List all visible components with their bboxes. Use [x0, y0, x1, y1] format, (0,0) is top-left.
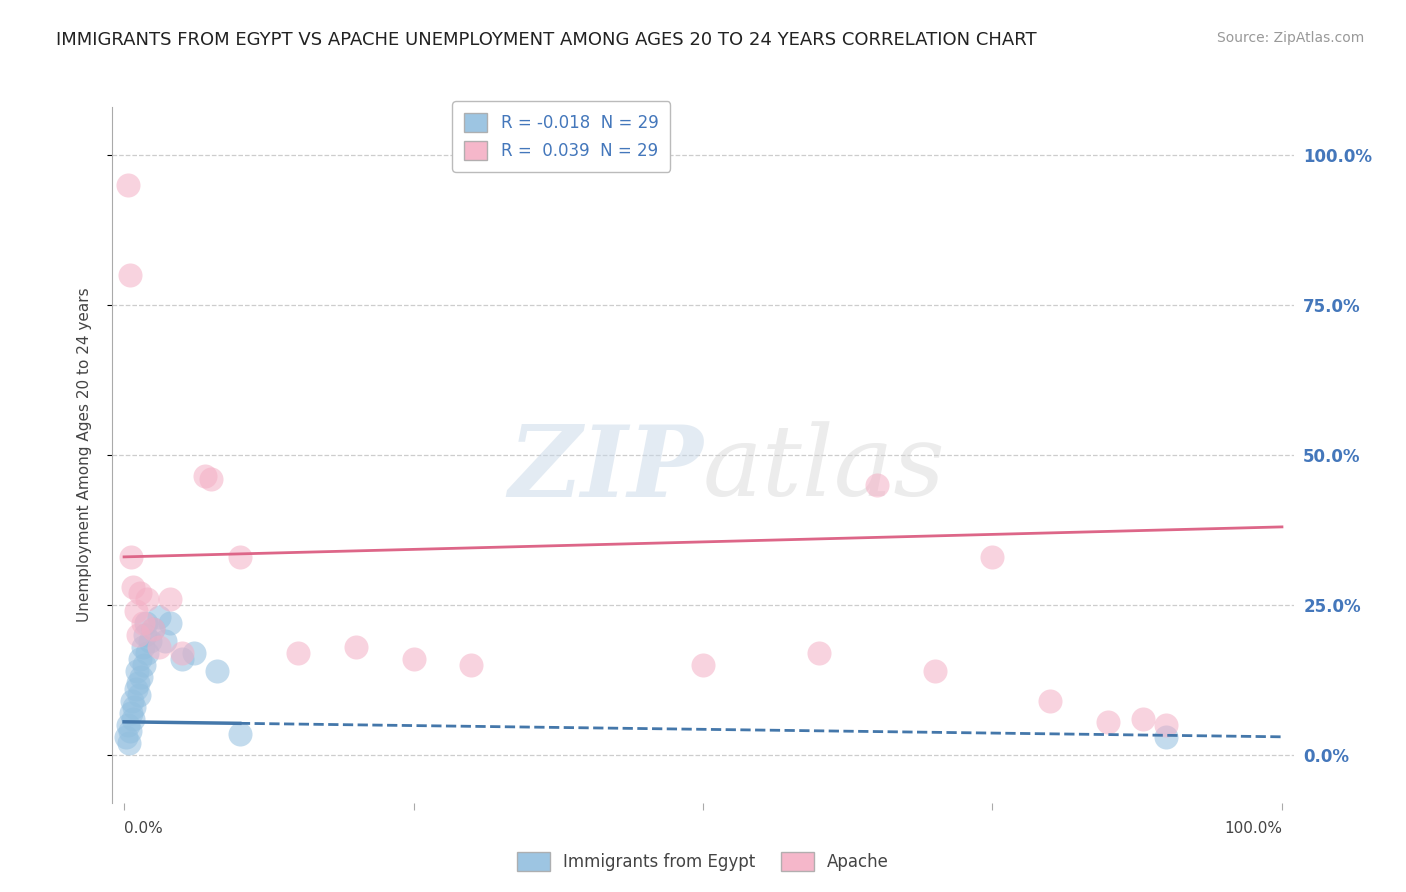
Point [183, 646, 205, 660]
Point [170, 652, 193, 666]
Text: Source: ZipAtlas.com: Source: ZipAtlas.com [1216, 31, 1364, 45]
Point [122, 712, 145, 726]
Y-axis label: Unemployment Among Ages 20 to 24 years: Unemployment Among Ages 20 to 24 years [77, 287, 91, 623]
Point [125, 664, 148, 678]
Point [866, 478, 889, 492]
Point [135, 615, 157, 630]
Point [1132, 712, 1154, 726]
Point [200, 472, 222, 486]
Point [142, 622, 165, 636]
Point [118, 268, 141, 282]
Point [1154, 730, 1177, 744]
Point [134, 628, 156, 642]
Point [129, 586, 152, 600]
Point [148, 640, 170, 654]
Point [124, 604, 146, 618]
Point [981, 549, 1004, 564]
Point [131, 615, 153, 630]
Point [132, 657, 155, 672]
Text: atlas: atlas [703, 421, 946, 516]
Point [122, 580, 145, 594]
Point [153, 633, 176, 648]
Point [142, 622, 165, 636]
Point [229, 727, 252, 741]
Point [124, 681, 146, 696]
Point [136, 591, 159, 606]
Point [128, 688, 150, 702]
Text: 100.0%: 100.0% [1225, 821, 1282, 836]
Text: IMMIGRANTS FROM EGYPT VS APACHE UNEMPLOYMENT AMONG AGES 20 TO 24 YEARS CORRELATI: IMMIGRANTS FROM EGYPT VS APACHE UNEMPLOY… [56, 31, 1036, 49]
Point [118, 736, 141, 750]
Point [205, 664, 228, 678]
Point [131, 640, 153, 654]
Point [127, 676, 149, 690]
Point [124, 699, 146, 714]
Point [194, 469, 217, 483]
Point [344, 640, 367, 654]
Legend: Immigrants from Egypt, Apache: Immigrants from Egypt, Apache [510, 846, 896, 878]
Point [229, 549, 252, 564]
Point [120, 549, 142, 564]
Point [692, 657, 714, 672]
Point [121, 694, 143, 708]
Point [1039, 694, 1062, 708]
Point [127, 628, 149, 642]
Point [170, 646, 193, 660]
Point [131, 670, 153, 684]
Point [117, 718, 139, 732]
Text: 0.0%: 0.0% [124, 821, 163, 836]
Point [159, 615, 181, 630]
Point [118, 723, 141, 738]
Point [460, 657, 482, 672]
Point [129, 652, 152, 666]
Text: ZIP: ZIP [508, 421, 703, 517]
Point [148, 610, 170, 624]
Point [402, 652, 425, 666]
Point [115, 730, 138, 744]
Point [120, 706, 142, 720]
Point [117, 178, 139, 192]
Point [287, 646, 309, 660]
Point [807, 646, 830, 660]
Point [136, 646, 159, 660]
Point [159, 591, 181, 606]
Point [138, 633, 160, 648]
Point [924, 664, 946, 678]
Point [1154, 718, 1177, 732]
Point [1097, 714, 1119, 729]
